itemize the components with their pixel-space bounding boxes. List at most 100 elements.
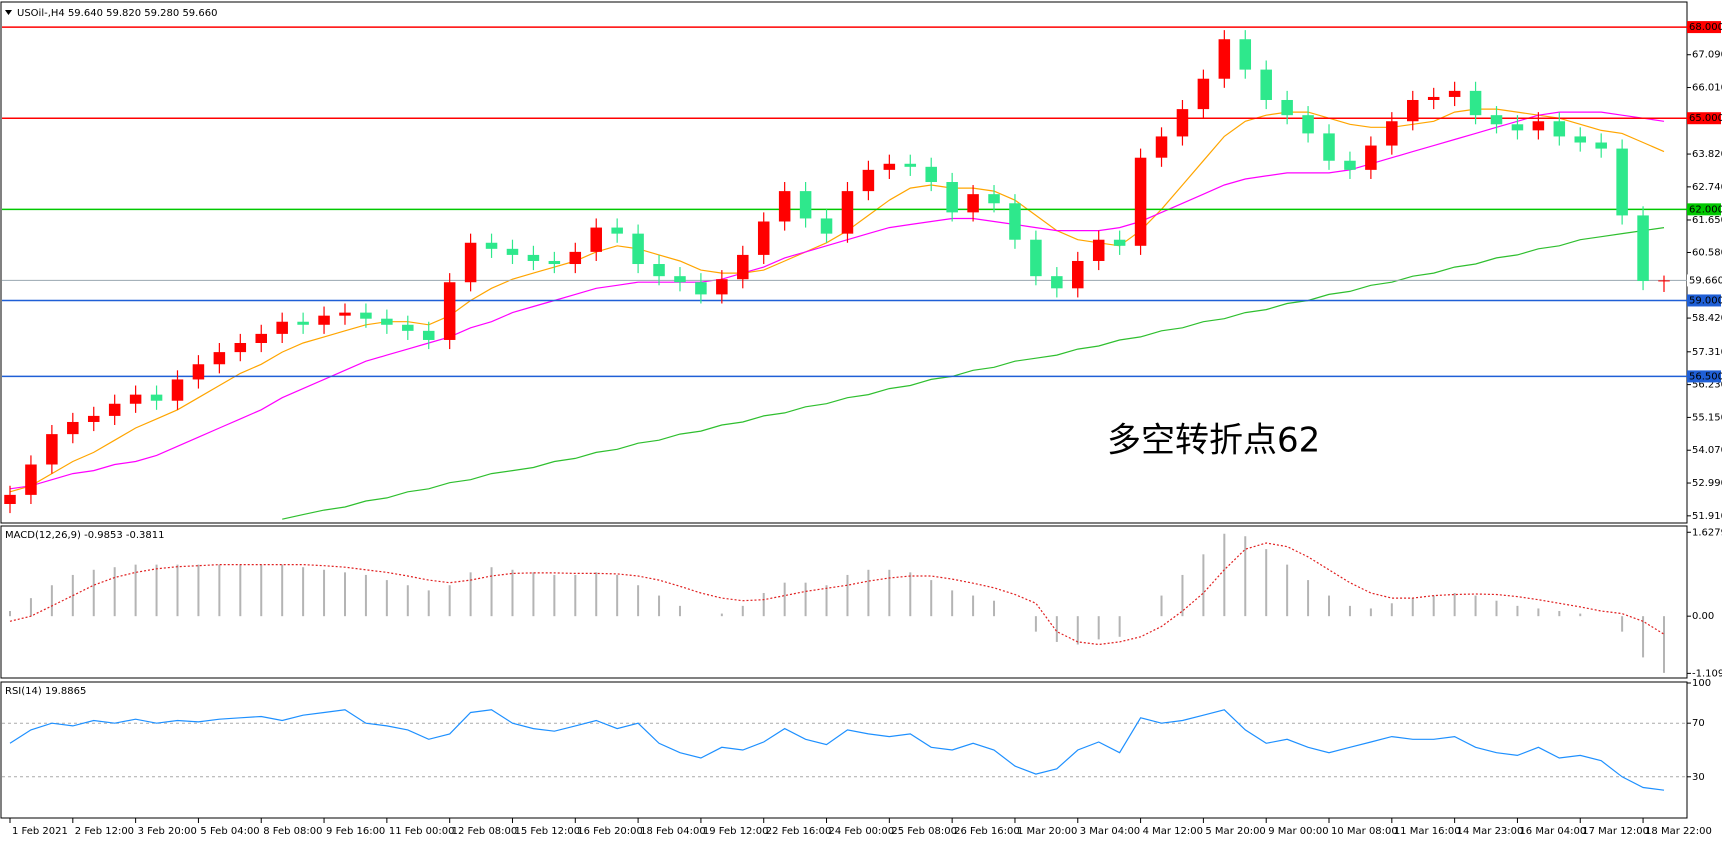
y-tick-label: 57.310 — [1692, 347, 1722, 358]
y-tick-label: 58.420 — [1692, 313, 1722, 324]
y-tick-label: 1.6279 — [1692, 527, 1722, 538]
candle-body — [255, 333, 267, 343]
candle-body — [4, 494, 16, 504]
x-tick-label: 4 Mar 12:00 — [1143, 826, 1203, 837]
candle-body — [381, 318, 393, 325]
rsi-title: RSI(14) 19.8865 — [5, 686, 86, 697]
x-tick-label: 10 Mar 08:00 — [1331, 826, 1398, 837]
candle-body — [46, 434, 58, 465]
candle-body — [1574, 136, 1587, 143]
x-tick-label: 9 Mar 00:00 — [1268, 826, 1328, 837]
y-tick-label: 67.090 — [1692, 50, 1722, 61]
candle-body — [318, 315, 330, 325]
x-tick-label: 18 Feb 04:00 — [640, 826, 706, 837]
candle-body — [1155, 136, 1168, 158]
candle-body — [1616, 148, 1628, 216]
candle-body — [1344, 160, 1356, 170]
x-tick-label: 3 Mar 04:00 — [1080, 826, 1140, 837]
y-tick-label: 66.010 — [1692, 83, 1722, 94]
level-label: 68.000 — [1689, 22, 1722, 33]
level-label: 56.500 — [1689, 371, 1722, 382]
level-label: 62.000 — [1689, 204, 1722, 215]
candle-body — [1637, 215, 1649, 282]
candle-body — [988, 194, 1000, 204]
candle-body — [1448, 90, 1461, 97]
level-label: 59.000 — [1689, 295, 1722, 306]
x-tick-label: 11 Feb 00:00 — [389, 826, 455, 837]
macd-signal — [9, 542, 1665, 646]
candle-body — [946, 182, 958, 213]
candle-body — [297, 321, 309, 325]
candle-body — [464, 242, 477, 283]
x-tick-label: 2 Feb 12:00 — [75, 826, 134, 837]
candle-body — [737, 254, 749, 280]
candle-body — [799, 191, 812, 219]
candle-body — [1553, 121, 1566, 137]
x-tick-label: 19 Feb 12:00 — [703, 826, 769, 837]
x-tick-label: 17 Mar 12:00 — [1582, 826, 1649, 837]
candle-body — [1407, 99, 1419, 122]
candle-body — [171, 379, 184, 401]
x-tick-label: 11 Mar 16:00 — [1394, 826, 1461, 837]
last-price-label: 59.660 — [1689, 275, 1722, 286]
x-tick-label: 5 Feb 04:00 — [200, 826, 259, 837]
candle-body — [590, 227, 602, 252]
x-tick-label: 24 Feb 00:00 — [829, 826, 895, 837]
candle-body — [485, 242, 498, 249]
macd-plot — [9, 533, 1665, 673]
candle-body — [883, 163, 896, 170]
candle-body — [422, 330, 435, 340]
candle-body — [276, 321, 288, 334]
menu-triangle — [5, 10, 12, 15]
y-tick-label: 60.580 — [1692, 247, 1722, 258]
candle-body — [653, 264, 665, 277]
x-tick-label: 8 Feb 08:00 — [263, 826, 322, 837]
x-tick-label: 9 Feb 16:00 — [326, 826, 385, 837]
y-tick-label: 52.990 — [1692, 478, 1722, 489]
y-tick-label: 61.650 — [1692, 215, 1722, 226]
candle-body — [569, 251, 582, 265]
last-price-tag — [1687, 274, 1721, 287]
candle-body — [1365, 145, 1377, 170]
annotation: 多空转折点62 — [1107, 421, 1320, 461]
moving-average — [9, 111, 1665, 490]
x-tick-label: 26 Feb 16:00 — [954, 826, 1020, 837]
x-tick-label: 25 Feb 08:00 — [891, 826, 957, 837]
level-tag — [1687, 21, 1721, 34]
x-tick-label: 1 Feb 2021 — [12, 826, 68, 837]
candle-body — [1511, 124, 1524, 131]
candle-body — [1260, 69, 1272, 100]
candle-body — [1009, 203, 1021, 240]
candle-body — [150, 394, 163, 401]
y-tick-label: 30 — [1692, 772, 1705, 783]
candle-body — [506, 248, 519, 255]
axes: 1 Feb 2021 2 Feb 12:00 3 Feb 20:00 5 Feb 04… — [9, 21, 1722, 837]
x-tick-label: 22 Feb 16:00 — [766, 826, 832, 837]
candle-body — [192, 364, 205, 380]
rsi-line — [9, 709, 1665, 791]
y-tick-label: 63.820 — [1692, 149, 1722, 160]
candle-body — [1386, 121, 1398, 146]
chart-title: USOil-,H4 59.640 59.820 59.280 59.660 — [17, 8, 217, 19]
candle-body — [1218, 39, 1231, 79]
candle-body — [1469, 90, 1482, 116]
candle-body — [778, 191, 791, 222]
candle-body — [1072, 260, 1084, 289]
candle-body — [213, 352, 226, 365]
candle-body — [527, 254, 540, 261]
candle-body — [1197, 78, 1210, 110]
candle-body — [1113, 239, 1126, 246]
candle-body — [674, 276, 686, 283]
level-tag — [1687, 203, 1721, 216]
candle-body — [25, 464, 37, 495]
y-tick-label: 55.150 — [1692, 412, 1722, 423]
candle-body — [443, 282, 456, 340]
candle-body — [402, 324, 414, 331]
x-tick-label: 16 Feb 20:00 — [577, 826, 643, 837]
candle-body — [234, 342, 247, 353]
x-tick-label: 12 Feb 08:00 — [452, 826, 518, 837]
candle-body — [108, 403, 121, 416]
candle-body — [925, 166, 937, 183]
